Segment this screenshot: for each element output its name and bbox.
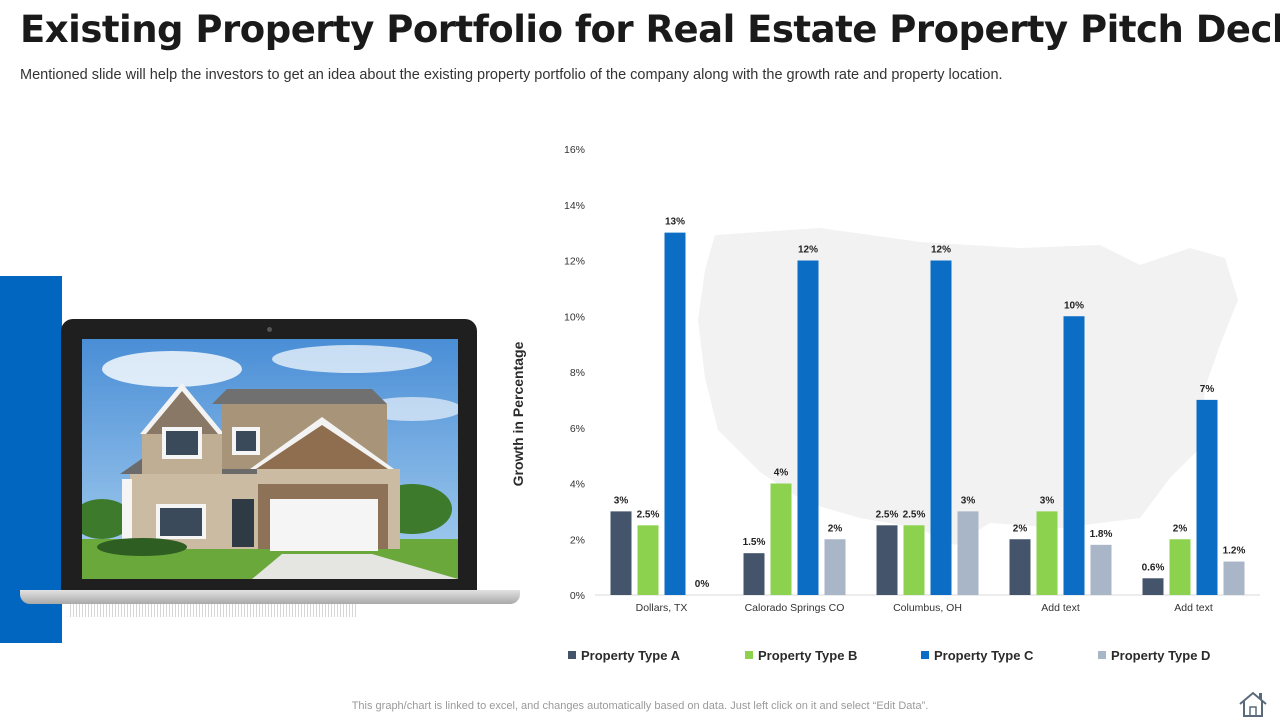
slide-subtitle: Mentioned slide will help the investors … [20, 67, 1003, 83]
data-label: 3% [1040, 495, 1055, 506]
bar [637, 525, 659, 595]
data-label: 10% [1064, 300, 1084, 311]
legend-swatch [1098, 651, 1106, 659]
data-label: 2% [828, 523, 843, 534]
y-tick-label: 4% [570, 479, 585, 491]
y-tick-label: 8% [570, 367, 585, 379]
x-tick-label: Add text [1174, 602, 1213, 614]
data-label: 3% [961, 495, 976, 506]
data-label: 1.8% [1090, 529, 1113, 540]
legend-label: Property Type A [581, 648, 680, 663]
data-label: 4% [774, 468, 789, 479]
y-axis-title: Growth in Percentage [510, 341, 526, 486]
y-tick-label: 14% [564, 200, 585, 212]
bar [1090, 544, 1112, 595]
y-tick-label: 0% [570, 590, 585, 602]
bar [664, 232, 686, 595]
bar [930, 260, 952, 595]
y-tick-label: 2% [570, 534, 585, 546]
bar [1063, 316, 1085, 595]
data-label: 0% [695, 579, 710, 590]
data-label: 12% [798, 245, 818, 256]
legend-item: Property Type D [1098, 648, 1210, 663]
data-label: 1.2% [1223, 546, 1246, 557]
data-label: 7% [1200, 384, 1215, 395]
legend-swatch [921, 651, 929, 659]
bar [1169, 539, 1191, 595]
data-label: 12% [931, 245, 951, 256]
slide-title: Existing Property Portfolio for Real Est… [20, 8, 1280, 51]
laptop-keyboard-edge [70, 604, 358, 617]
us-map-watermark [698, 228, 1238, 545]
bar [770, 483, 792, 595]
bar [1223, 561, 1245, 595]
data-label: 3% [614, 495, 629, 506]
x-tick-label: Dollars, TX [636, 602, 688, 614]
x-tick-label: Calorado Springs CO [745, 602, 845, 614]
legend-label: Property Type B [758, 648, 858, 663]
laptop-camera [267, 327, 272, 332]
legend-swatch [568, 651, 576, 659]
chart-bars [610, 232, 1245, 595]
bar [957, 511, 979, 595]
data-label: 2.5% [637, 509, 660, 520]
chart-data-labels: 3% 2.5% 13% 0% 1.5% 4% 12% 2% 2.5% 2.5% 12% 3% 2% 3% 1… [614, 217, 1246, 590]
bar [1009, 539, 1031, 595]
legend-label: Property Type C [934, 648, 1034, 663]
data-label: 0.6% [1142, 562, 1165, 573]
bar-chart: 0% 2% 4% 6% 8% 10% 12% 14% 16% Dollars, TX Calorad… [510, 144, 1260, 614]
x-tick-label: Columbus, OH [893, 602, 962, 614]
data-label: 13% [665, 217, 685, 228]
bar [743, 553, 765, 595]
data-label: 2% [1013, 523, 1028, 534]
legend-swatch [745, 651, 753, 659]
data-label: 2% [1173, 523, 1188, 534]
accent-bar [0, 276, 62, 643]
y-tick-label: 16% [564, 144, 585, 156]
laptop-base [20, 590, 520, 604]
bar [1142, 578, 1164, 595]
bar [876, 525, 898, 595]
house-photo [82, 339, 458, 579]
data-label: 1.5% [743, 537, 766, 548]
chart-legend: Property Type A Property Type B Property T… [560, 648, 1260, 668]
bar [1196, 399, 1218, 595]
data-label: 2.5% [903, 509, 926, 520]
bar [610, 511, 632, 595]
y-tick-label: 10% [564, 311, 585, 323]
data-label: 2.5% [876, 509, 899, 520]
x-tick-label: Add text [1041, 602, 1080, 614]
legend-item: Property Type C [921, 648, 1033, 663]
bar [824, 539, 846, 595]
house-icon[interactable] [1238, 690, 1268, 723]
footer-note: This graph/chart is linked to excel, and… [351, 700, 929, 712]
legend-item: Property Type A [568, 648, 680, 663]
bar [903, 525, 925, 595]
chart-axes: 0% 2% 4% 6% 8% 10% 12% 14% 16% Dollars, TX Calorad… [564, 144, 1260, 614]
y-tick-label: 6% [570, 423, 585, 435]
y-tick-label: 12% [564, 256, 585, 268]
bar [797, 260, 819, 595]
legend-item: Property Type B [745, 648, 857, 663]
bar [1036, 511, 1058, 595]
legend-label: Property Type D [1111, 648, 1211, 663]
